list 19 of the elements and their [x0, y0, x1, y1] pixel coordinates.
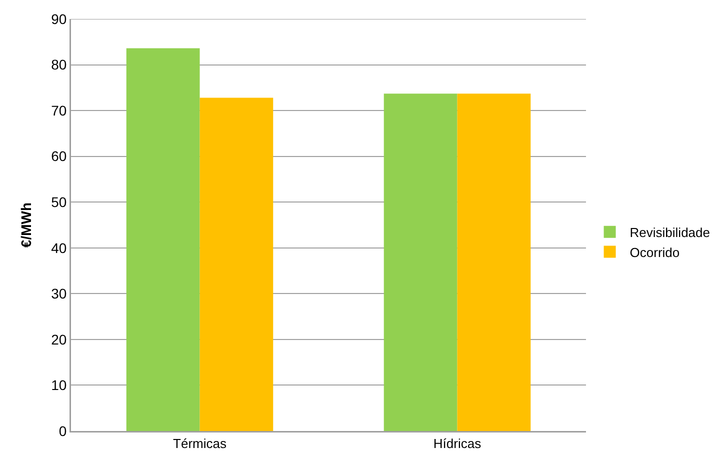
y-tick-label: 40 — [51, 240, 67, 256]
bar — [126, 48, 200, 431]
y-tick-label: 30 — [51, 286, 67, 302]
bar — [384, 94, 458, 431]
legend-label: Revisibilidade — [630, 224, 710, 240]
y-tick-label: 0 — [58, 422, 67, 439]
y-tick-label: 70 — [51, 102, 67, 118]
y-axis-title: €/MWh — [18, 202, 34, 248]
y-tick-label: 60 — [51, 148, 67, 164]
legend-label: Ocorrido — [630, 244, 680, 260]
x-tick-label: Hídricas — [433, 436, 482, 452]
y-tick-label: 80 — [51, 56, 67, 73]
bar — [200, 98, 274, 431]
y-tick-label: 90 — [51, 10, 67, 27]
x-tick-label: Térmicas — [173, 436, 227, 452]
y-tick-label: 50 — [51, 194, 67, 210]
bar — [457, 94, 531, 431]
y-tick-label: 10 — [51, 377, 67, 394]
y-tick-label: 20 — [51, 331, 67, 348]
